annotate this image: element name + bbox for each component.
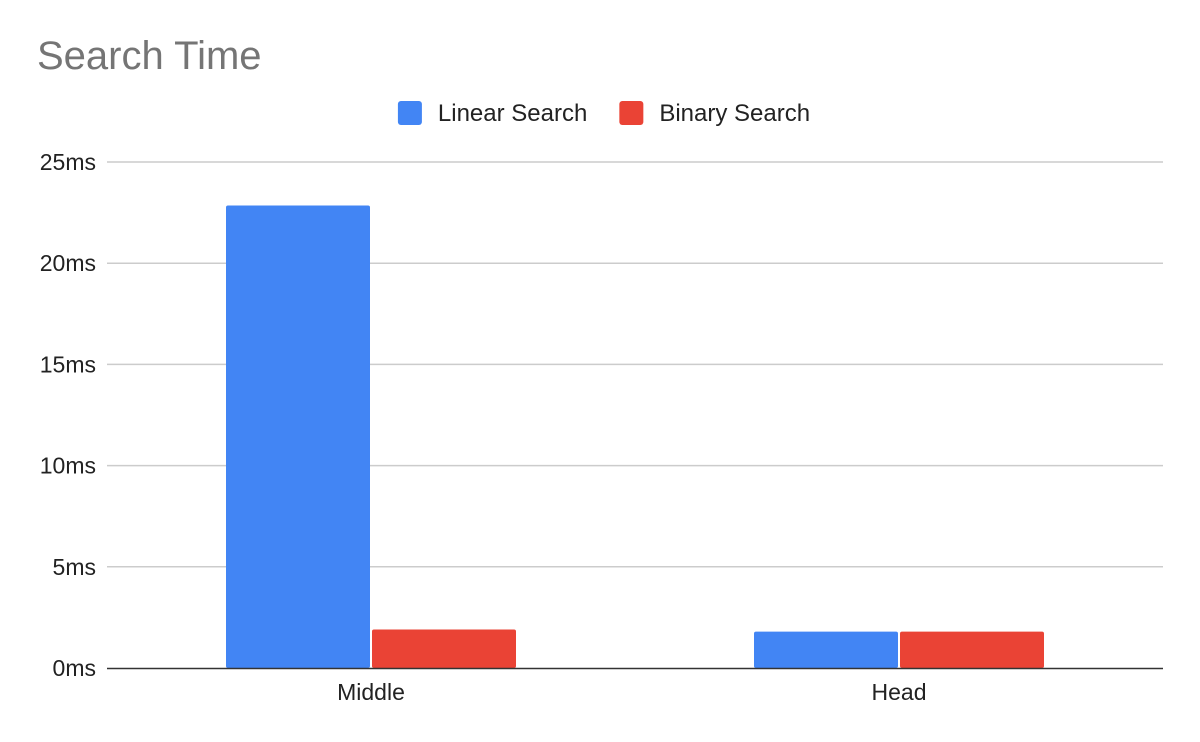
legend-item: Linear Search (397, 100, 587, 127)
legend-item: Binary Search (619, 100, 810, 127)
legend-label: Binary Search (659, 100, 810, 127)
bars (226, 205, 1044, 669)
legend-label: Linear Search (438, 100, 587, 127)
legend: Linear Search Binary Search (397, 100, 810, 127)
x-tick-label: Middle (337, 679, 405, 705)
y-tick-label: 25ms (40, 149, 96, 175)
y-tick-label: 5ms (53, 554, 96, 580)
x-tick-label: Head (872, 679, 927, 705)
legend-swatch (619, 101, 644, 125)
x-axis-labels: Middle Head (337, 679, 926, 705)
bar-binary-search-middle (372, 629, 516, 668)
legend-swatch (397, 101, 422, 125)
bar-linear-search-head (754, 631, 898, 668)
y-tick-label: 20ms (40, 250, 96, 276)
y-tick-label: 10ms (40, 453, 96, 479)
y-axis-labels: 0ms 5ms 10ms 15ms 20ms 25ms (40, 149, 96, 681)
bar-binary-search-head (900, 631, 1044, 668)
bar-linear-search-middle (226, 205, 370, 669)
chart-title: Search Time (37, 34, 262, 78)
y-tick-label: 0ms (53, 655, 96, 681)
y-tick-label: 15ms (40, 351, 96, 377)
